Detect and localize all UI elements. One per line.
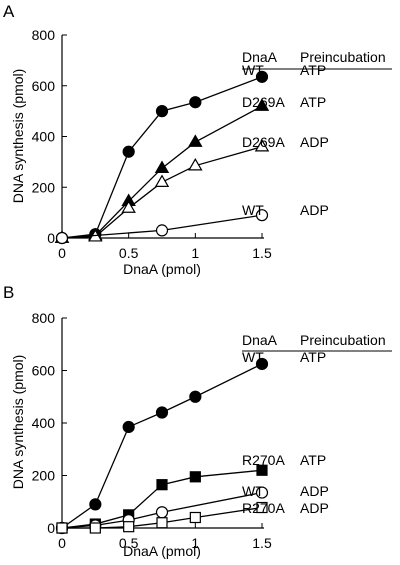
- x-tick-label: 0.5: [119, 245, 139, 261]
- panel-a-letter: A: [3, 2, 15, 21]
- data-point: [121, 200, 136, 213]
- data-point: [188, 134, 203, 147]
- data-point: [255, 209, 269, 222]
- x-tick-label: 1.5: [252, 535, 272, 551]
- data-point: [122, 145, 135, 158]
- legend-preincubation-label: ATP: [300, 349, 326, 365]
- legend-header-dnaa: DnaA: [242, 332, 278, 348]
- legend-header-dnaa: DnaA: [242, 49, 278, 65]
- y-tick-label: 200: [32, 468, 56, 484]
- data-point: [189, 390, 202, 403]
- legend-preincubation-label: ATP: [300, 452, 326, 468]
- data-point: [256, 501, 268, 514]
- legend-preincubation-label: ADP: [300, 134, 329, 150]
- data-point: [56, 522, 68, 534]
- x-tick-label: 1: [191, 245, 199, 261]
- legend-preincubation-label: ADP: [300, 202, 329, 218]
- y-tick-label: 0: [47, 230, 55, 246]
- y-tick-label: 0: [47, 520, 55, 536]
- data-point: [155, 506, 169, 519]
- data-point: [255, 357, 269, 371]
- y-tick-label: 800: [32, 310, 56, 326]
- data-point: [189, 511, 201, 524]
- legend-preincubation-label: ADP: [300, 483, 329, 499]
- y-tick-label: 600: [32, 363, 56, 379]
- data-point: [254, 98, 270, 111]
- panel-b-letter: B: [3, 283, 15, 302]
- data-point: [189, 96, 202, 109]
- chart-panel-b: 0 200 400 600 800 0 0.5 1 1.5 DnaA (pmol) DNA synt…: [10, 310, 392, 559]
- data-point: [155, 105, 169, 118]
- legend-dnaa-label: WT: [242, 483, 264, 499]
- y-tick-label: 400: [32, 129, 56, 145]
- x-axis-label: DnaA (pmol): [123, 543, 201, 559]
- data-point: [155, 224, 169, 237]
- data-point: [154, 160, 170, 174]
- data-point: [189, 471, 201, 483]
- legend-header-preincubation: Preincubation: [300, 332, 386, 348]
- legend-dnaa-label: R270A: [242, 500, 285, 516]
- x-tick-label: 0.5: [119, 535, 139, 551]
- series-line: [61, 146, 263, 239]
- data-point: [188, 157, 203, 171]
- data-point: [155, 406, 169, 419]
- data-point: [55, 231, 69, 245]
- data-point: [89, 522, 101, 534]
- legend-dnaa-label: WT: [242, 349, 264, 365]
- series-line: [61, 76, 263, 239]
- data-point: [122, 420, 135, 434]
- data-point: [89, 498, 102, 511]
- data-point: [255, 70, 269, 83]
- legend-preincubation-label: ATP: [300, 62, 326, 78]
- legend-dnaa-label: R270A: [242, 452, 285, 468]
- y-tick-label: 400: [32, 415, 56, 431]
- series-line: [61, 363, 263, 529]
- data-point: [256, 464, 268, 476]
- data-point: [156, 479, 168, 491]
- legend-dnaa-label: D269A: [242, 94, 285, 110]
- legend-dnaa-label: D269A: [242, 134, 285, 150]
- x-axis-label: DnaA (pmol): [123, 261, 201, 277]
- legend-header-preincubation: Preincubation: [300, 49, 386, 65]
- x-tick-label: 0: [58, 245, 66, 261]
- legend-dnaa-label: WT: [242, 62, 264, 78]
- data-point: [254, 138, 270, 152]
- chart-panel-a: 0 200 400 600 800 0 0.5 1 1.5 DnaA (pmol) DNA synt…: [10, 27, 392, 277]
- x-tick-label: 1: [191, 535, 199, 551]
- data-point: [156, 517, 168, 529]
- y-tick-label: 200: [32, 179, 56, 195]
- y-tick-label: 600: [32, 78, 56, 94]
- x-tick-label: 0: [58, 535, 66, 551]
- x-tick-label: 1.5: [252, 245, 272, 261]
- legend-preincubation-label: ATP: [300, 94, 326, 110]
- legend-dnaa-label: WT: [242, 202, 264, 218]
- data-point: [255, 486, 269, 499]
- y-axis-label: DNA synthesis (pmol): [10, 355, 26, 490]
- legend-preincubation-label: ADP: [300, 500, 329, 516]
- data-point: [154, 174, 170, 187]
- y-tick-label: 800: [32, 27, 56, 43]
- y-axis-label: DNA synthesis (pmol): [10, 69, 26, 204]
- data-point: [123, 521, 135, 533]
